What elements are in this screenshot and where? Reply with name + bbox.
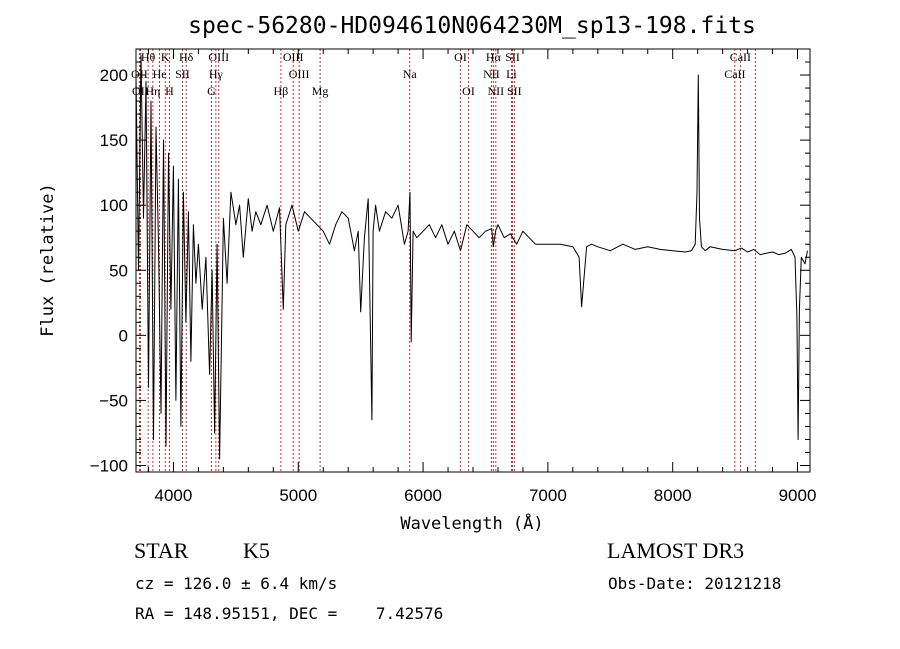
y-tick-label: 0 [119, 326, 128, 345]
object-subclass: K5 [243, 538, 270, 563]
y-axis-label: Flux (relative) [38, 183, 58, 337]
y-tick-label: 100 [100, 196, 128, 215]
x-axis: 4000 5000 6000 7000 8000 9000 [147, 49, 817, 505]
emission-line-label: NII [483, 67, 500, 81]
redshift-info: cz = 126.0 ± 6.4 km/s [135, 574, 338, 593]
emission-line-markers [138, 49, 756, 472]
x-tick-label: 8000 [654, 486, 692, 505]
emission-line-label: G [207, 84, 216, 98]
emission-line-label: Hδ [179, 50, 194, 64]
x-axis-label: Wavelength (Å) [400, 512, 543, 534]
x-tick-label: 5000 [279, 486, 317, 505]
emission-line-label: CaII [724, 67, 745, 81]
observation-date: Obs-Date: 20121218 [608, 574, 782, 593]
emission-line-label: Na [403, 67, 418, 81]
emission-line-label: Li [506, 67, 517, 81]
emission-line-label: Hβ [274, 84, 289, 98]
emission-line-label: Hγ [209, 67, 224, 81]
emission-line-label: SII [175, 67, 190, 81]
survey-name: LAMOST DR3 [607, 538, 745, 563]
emission-line-label: OIII [208, 50, 229, 64]
emission-line-label: K [161, 50, 170, 64]
object-type: STAR [134, 538, 189, 563]
emission-line-label: CaII [730, 50, 751, 64]
x-tick-label: 9000 [779, 486, 817, 505]
emission-line-label: OII [131, 67, 148, 81]
chart-title: spec-56280-HD094610N064230M_sp13-198.fit… [188, 13, 756, 39]
emission-line-label: OI [454, 50, 467, 64]
emission-line-label: SII [505, 50, 520, 64]
emission-line-label: Hθ [141, 50, 156, 64]
plot-frame [135, 48, 811, 473]
emission-line-label: H [165, 84, 174, 98]
emission-line-label: CaII [745, 0, 766, 3]
y-tick-label: 150 [100, 131, 128, 150]
coordinates-info: RA = 148.95151, DEC = 7.42576 [135, 604, 444, 623]
series-line-flux [135, 55, 808, 460]
y-tick-label: −100 [90, 456, 128, 475]
y-tick-label: 200 [100, 66, 128, 85]
emission-line-label: Hα [486, 50, 502, 64]
emission-line-label: OI [462, 84, 475, 98]
spectrum-plot [135, 55, 808, 460]
emission-line-label: SII [507, 84, 522, 98]
emission-line-label: NII [488, 84, 505, 98]
emission-line-label: Mg [312, 84, 329, 98]
emission-line-label: OIII [283, 50, 304, 64]
x-tick-label: 6000 [404, 486, 442, 505]
y-tick-label: 50 [109, 261, 128, 280]
x-tick-label: 7000 [529, 486, 567, 505]
emission-line-label: He [153, 67, 167, 81]
x-tick-label: 4000 [155, 486, 193, 505]
y-tick-label: −50 [99, 391, 128, 410]
emission-line-label: Hη [145, 84, 160, 98]
emission-line-label: OIII [289, 67, 310, 81]
y-axis: −100 −50 0 50 100 150 200 [90, 48, 810, 475]
